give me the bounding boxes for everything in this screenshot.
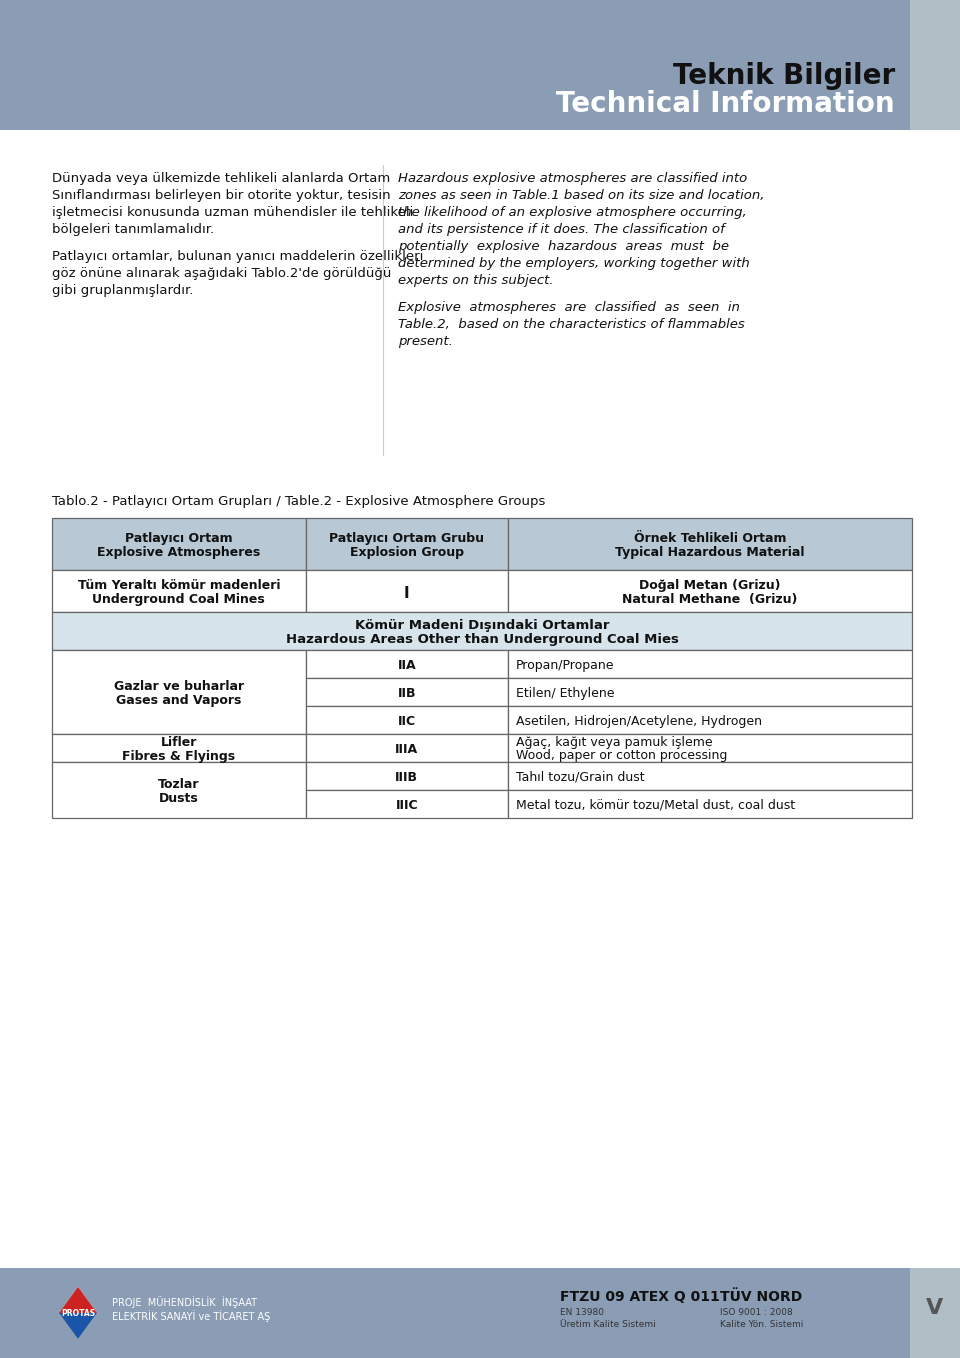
Text: Ağaç, kağıt veya pamuk işleme: Ağaç, kağıt veya pamuk işleme — [516, 736, 712, 750]
Bar — [508, 735, 912, 762]
Text: IIIA: IIIA — [396, 743, 419, 756]
Text: Sınıflandırması belirleyen bir otorite yoktur, tesisin: Sınıflandırması belirleyen bir otorite y… — [52, 189, 391, 202]
Text: Etilen/ Ethylene: Etilen/ Ethylene — [516, 687, 614, 699]
Bar — [305, 735, 508, 762]
Polygon shape — [59, 1287, 97, 1339]
Bar — [305, 790, 508, 818]
Text: Örnek Tehlikeli Ortam: Örnek Tehlikeli Ortam — [634, 532, 786, 545]
Text: gibi gruplanmışlardır.: gibi gruplanmışlardır. — [52, 284, 193, 297]
Bar — [52, 735, 305, 762]
Text: Natural Methane  (Grizu): Natural Methane (Grizu) — [622, 593, 798, 606]
Text: IIA: IIA — [397, 659, 416, 672]
Text: Doğal Metan (Grizu): Doğal Metan (Grizu) — [639, 579, 780, 592]
Text: Kömür Madeni Dışındaki Ortamlar: Kömür Madeni Dışındaki Ortamlar — [355, 619, 610, 631]
Bar — [508, 650, 912, 678]
Bar — [0, 0, 910, 130]
Text: ISO 9001 : 2008: ISO 9001 : 2008 — [720, 1308, 793, 1317]
Text: TÜV NORD: TÜV NORD — [720, 1290, 803, 1304]
Bar — [910, 0, 960, 130]
Text: potentially  explosive  hazardous  areas  must  be: potentially explosive hazardous areas mu… — [398, 240, 729, 253]
Text: Explosive Atmospheres: Explosive Atmospheres — [97, 546, 260, 559]
Text: and its persistence if it does. The classification of: and its persistence if it does. The clas… — [398, 223, 725, 236]
Bar — [52, 517, 305, 570]
Bar — [508, 517, 912, 570]
Bar — [508, 678, 912, 706]
Text: Propan/Propane: Propan/Propane — [516, 659, 614, 672]
Text: Patlayıcı ortamlar, bulunan yanıcı maddelerin özellikleri: Patlayıcı ortamlar, bulunan yanıcı madde… — [52, 250, 423, 263]
Text: IIC: IIC — [397, 716, 416, 728]
Text: Teknik Bilgiler: Teknik Bilgiler — [673, 62, 895, 90]
Text: experts on this subject.: experts on this subject. — [398, 274, 554, 287]
Bar — [508, 706, 912, 735]
Text: Tablo.2 - Patlayıcı Ortam Grupları / Table.2 - Explosive Atmosphere Groups: Tablo.2 - Patlayıcı Ortam Grupları / Tab… — [52, 496, 545, 508]
Bar — [305, 517, 508, 570]
Text: the likelihood of an explosive atmosphere occurring,: the likelihood of an explosive atmospher… — [398, 206, 747, 219]
Text: Typical Hazardous Material: Typical Hazardous Material — [615, 546, 804, 559]
Text: Tozlar: Tozlar — [158, 778, 200, 790]
Bar — [305, 762, 508, 790]
Text: PROJE  MÜHENDİSLİK  İNŞAAT: PROJE MÜHENDİSLİK İNŞAAT — [112, 1296, 257, 1308]
Text: işletmecisi konusunda uzman mühendisler ile tehlikeli: işletmecisi konusunda uzman mühendisler … — [52, 206, 414, 219]
Text: göz önüne alınarak aşağıdaki Tablo.2'de görüldüğü: göz önüne alınarak aşağıdaki Tablo.2'de … — [52, 268, 392, 280]
Text: Dusts: Dusts — [159, 792, 199, 805]
Bar — [305, 678, 508, 706]
Text: Hazardous Areas Other than Underground Coal Mies: Hazardous Areas Other than Underground C… — [285, 633, 679, 646]
Bar — [52, 650, 305, 735]
Text: Patlayıcı Ortam Grubu: Patlayıcı Ortam Grubu — [329, 532, 484, 545]
Text: I: I — [404, 587, 410, 602]
Bar — [0, 1268, 910, 1358]
Bar — [508, 762, 912, 790]
Text: Explosion Group: Explosion Group — [349, 546, 464, 559]
Bar — [52, 612, 912, 650]
Text: Table.2,  based on the characteristics of flammables: Table.2, based on the characteristics of… — [398, 318, 745, 331]
Text: EN 13980: EN 13980 — [560, 1308, 604, 1317]
Text: Asetilen, Hidrojen/Acetylene, Hydrogen: Asetilen, Hidrojen/Acetylene, Hydrogen — [516, 716, 762, 728]
Text: Kalite Yön. Sistemi: Kalite Yön. Sistemi — [720, 1320, 804, 1329]
Bar — [910, 1268, 960, 1358]
Bar — [305, 570, 508, 612]
Bar — [508, 790, 912, 818]
Text: Hazardous explosive atmospheres are classified into: Hazardous explosive atmospheres are clas… — [398, 172, 747, 185]
Text: Tüm Yeraltı kömür madenleri: Tüm Yeraltı kömür madenleri — [78, 579, 280, 592]
Text: Patlayıcı Ortam: Patlayıcı Ortam — [125, 532, 232, 545]
Text: Explosive  atmospheres  are  classified  as  seen  in: Explosive atmospheres are classified as … — [398, 301, 740, 314]
Polygon shape — [59, 1287, 97, 1313]
Text: Üretim Kalite Sistemi: Üretim Kalite Sistemi — [560, 1320, 656, 1329]
Bar — [52, 762, 305, 818]
Text: Fibres & Flyings: Fibres & Flyings — [122, 750, 235, 763]
Bar — [305, 706, 508, 735]
Bar — [52, 570, 305, 612]
Text: Gases and Vapors: Gases and Vapors — [116, 694, 242, 708]
Text: present.: present. — [398, 335, 453, 348]
Text: Technical Information: Technical Information — [557, 90, 895, 118]
Text: bölgeleri tanımlamalıdır.: bölgeleri tanımlamalıdır. — [52, 223, 214, 236]
Text: PROTAS: PROTAS — [60, 1309, 95, 1319]
Text: ELEKTRİK SANAYİ ve TİCARET AŞ: ELEKTRİK SANAYİ ve TİCARET AŞ — [112, 1310, 271, 1321]
Text: Underground Coal Mines: Underground Coal Mines — [92, 593, 265, 606]
Text: Gazlar ve buharlar: Gazlar ve buharlar — [114, 680, 244, 693]
Text: IIIB: IIIB — [396, 771, 419, 784]
Text: determined by the employers, working together with: determined by the employers, working tog… — [398, 257, 750, 270]
Text: Metal tozu, kömür tozu/Metal dust, coal dust: Metal tozu, kömür tozu/Metal dust, coal … — [516, 799, 795, 812]
Text: Wood, paper or cotton processing: Wood, paper or cotton processing — [516, 750, 727, 762]
Text: Lifler: Lifler — [160, 736, 197, 750]
Text: V: V — [926, 1298, 944, 1319]
Text: IIIC: IIIC — [396, 799, 418, 812]
Polygon shape — [59, 1313, 97, 1339]
Text: zones as seen in Table.1 based on its size and location,: zones as seen in Table.1 based on its si… — [398, 189, 764, 202]
Bar — [508, 570, 912, 612]
Bar — [305, 650, 508, 678]
Text: Dünyada veya ülkemizde tehlikeli alanlarda Ortam: Dünyada veya ülkemizde tehlikeli alanlar… — [52, 172, 391, 185]
Text: Tahıl tozu/Grain dust: Tahıl tozu/Grain dust — [516, 771, 644, 784]
Text: IIB: IIB — [397, 687, 416, 699]
Text: FTZU 09 ATEX Q 011: FTZU 09 ATEX Q 011 — [560, 1290, 720, 1304]
